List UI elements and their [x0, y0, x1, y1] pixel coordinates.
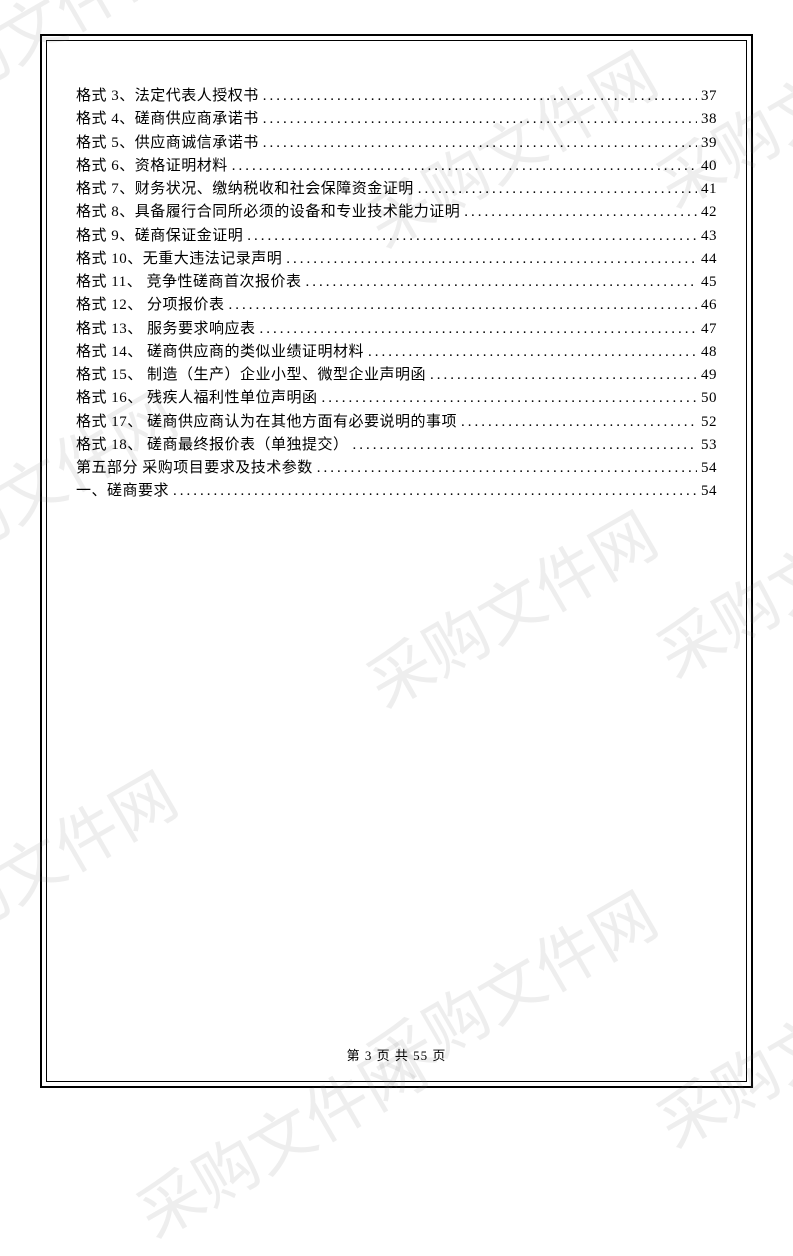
toc-dots: [322, 387, 697, 410]
toc-entry: 格式 13、 服务要求响应表 47: [76, 318, 717, 341]
footer-suffix: 页: [428, 1048, 446, 1063]
toc-label: 格式 9、磋商保证金证明: [76, 225, 243, 248]
toc-dots: [263, 85, 697, 108]
toc-entry: 格式 11、 竞争性磋商首次报价表 45: [76, 271, 717, 294]
toc-page: 48: [701, 341, 717, 364]
toc-entry: 格式 16、 残疾人福利性单位声明函 50: [76, 387, 717, 410]
toc-entry: 格式 12、 分项报价表 46: [76, 294, 717, 317]
toc-page: 52: [701, 411, 717, 434]
toc-entry: 格式 17、 磋商供应商认为在其他方面有必要说明的事项 52: [76, 411, 717, 434]
toc-dots: [430, 364, 697, 387]
toc-label: 格式 10、无重大违法记录声明: [76, 248, 282, 271]
toc-dots: [464, 201, 697, 224]
toc-page: 49: [701, 364, 717, 387]
toc-entry: 格式 15、 制造（生产）企业小型、微型企业声明函 49: [76, 364, 717, 387]
toc-dots: [263, 132, 697, 155]
toc-page: 54: [701, 457, 717, 480]
toc-page: 40: [701, 155, 717, 178]
toc-list: 格式 3、法定代表人授权书37格式 4、磋商供应商承诺书38格式 5、供应商诚信…: [76, 85, 717, 504]
toc-dots: [232, 155, 697, 178]
toc-page: 44: [701, 248, 717, 271]
toc-page: 53: [701, 434, 717, 457]
toc-entry: 格式 7、财务状况、缴纳税收和社会保障资金证明 41: [76, 178, 717, 201]
toc-label: 格式 18、 磋商最终报价表（单独提交）: [76, 434, 349, 457]
toc-page: 42: [701, 201, 717, 224]
toc-label: 格式 12、 分项报价表: [76, 294, 225, 317]
toc-dots: [229, 294, 697, 317]
toc-content: 格式 3、法定代表人授权书37格式 4、磋商供应商承诺书38格式 5、供应商诚信…: [76, 85, 717, 1037]
toc-label: 格式 17、 磋商供应商认为在其他方面有必要说明的事项: [76, 411, 457, 434]
toc-entry: 格式 4、磋商供应商承诺书 38: [76, 108, 717, 131]
toc-label: 格式 14、 磋商供应商的类似业绩证明材料: [76, 341, 364, 364]
toc-entry: 格式 9、磋商保证金证明 43: [76, 225, 717, 248]
toc-page: 54: [701, 480, 717, 503]
page-footer: 第 3 页 共 55 页: [0, 1045, 793, 1064]
toc-dots: [260, 318, 697, 341]
toc-label: 第五部分 采购项目要求及技术参数: [76, 457, 313, 480]
toc-page: 37: [701, 85, 717, 108]
toc-page: 39: [701, 132, 717, 155]
toc-label: 格式 7、财务状况、缴纳税收和社会保障资金证明: [76, 178, 414, 201]
toc-label: 格式 15、 制造（生产）企业小型、微型企业声明函: [76, 364, 426, 387]
toc-entry: 格式 8、具备履行合同所必须的设备和专业技术能力证明 42: [76, 201, 717, 224]
toc-dots: [368, 341, 697, 364]
toc-entry: 格式 3、法定代表人授权书 37: [76, 85, 717, 108]
toc-label: 格式 4、磋商供应商承诺书: [76, 108, 259, 131]
toc-dots: [263, 108, 697, 131]
toc-dots: [353, 434, 697, 457]
toc-entry: 格式 10、无重大违法记录声明 44: [76, 248, 717, 271]
footer-mid: 页 共: [372, 1048, 413, 1063]
toc-entry: 一、磋商要求 54: [76, 480, 717, 503]
toc-label: 一、磋商要求: [76, 480, 169, 503]
toc-dots: [317, 457, 697, 480]
toc-entry: 第五部分 采购项目要求及技术参数 54: [76, 457, 717, 480]
toc-page: 46: [701, 294, 717, 317]
toc-label: 格式 6、资格证明材料: [76, 155, 228, 178]
toc-label: 格式 11、 竞争性磋商首次报价表: [76, 271, 301, 294]
toc-label: 格式 5、供应商诚信承诺书: [76, 132, 259, 155]
toc-entry: 格式 18、 磋商最终报价表（单独提交） 53: [76, 434, 717, 457]
toc-page: 38: [701, 108, 717, 131]
toc-label: 格式 16、 残疾人福利性单位声明函: [76, 387, 318, 410]
footer-total: 55: [413, 1048, 428, 1063]
toc-dots: [247, 225, 697, 248]
toc-dots: [286, 248, 697, 271]
toc-page: 47: [701, 318, 717, 341]
toc-page: 43: [701, 225, 717, 248]
toc-dots: [173, 480, 697, 503]
footer-prefix: 第: [347, 1048, 365, 1063]
toc-entry: 格式 6、资格证明材料 40: [76, 155, 717, 178]
toc-dots: [418, 178, 697, 201]
toc-dots: [305, 271, 697, 294]
toc-dots: [461, 411, 697, 434]
toc-label: 格式 3、法定代表人授权书: [76, 85, 259, 108]
toc-label: 格式 8、具备履行合同所必须的设备和专业技术能力证明: [76, 201, 460, 224]
toc-page: 50: [701, 387, 717, 410]
toc-page: 41: [701, 178, 717, 201]
toc-label: 格式 13、 服务要求响应表: [76, 318, 256, 341]
toc-entry: 格式 14、 磋商供应商的类似业绩证明材料 48: [76, 341, 717, 364]
toc-entry: 格式 5、供应商诚信承诺书 39: [76, 132, 717, 155]
toc-page: 45: [701, 271, 717, 294]
